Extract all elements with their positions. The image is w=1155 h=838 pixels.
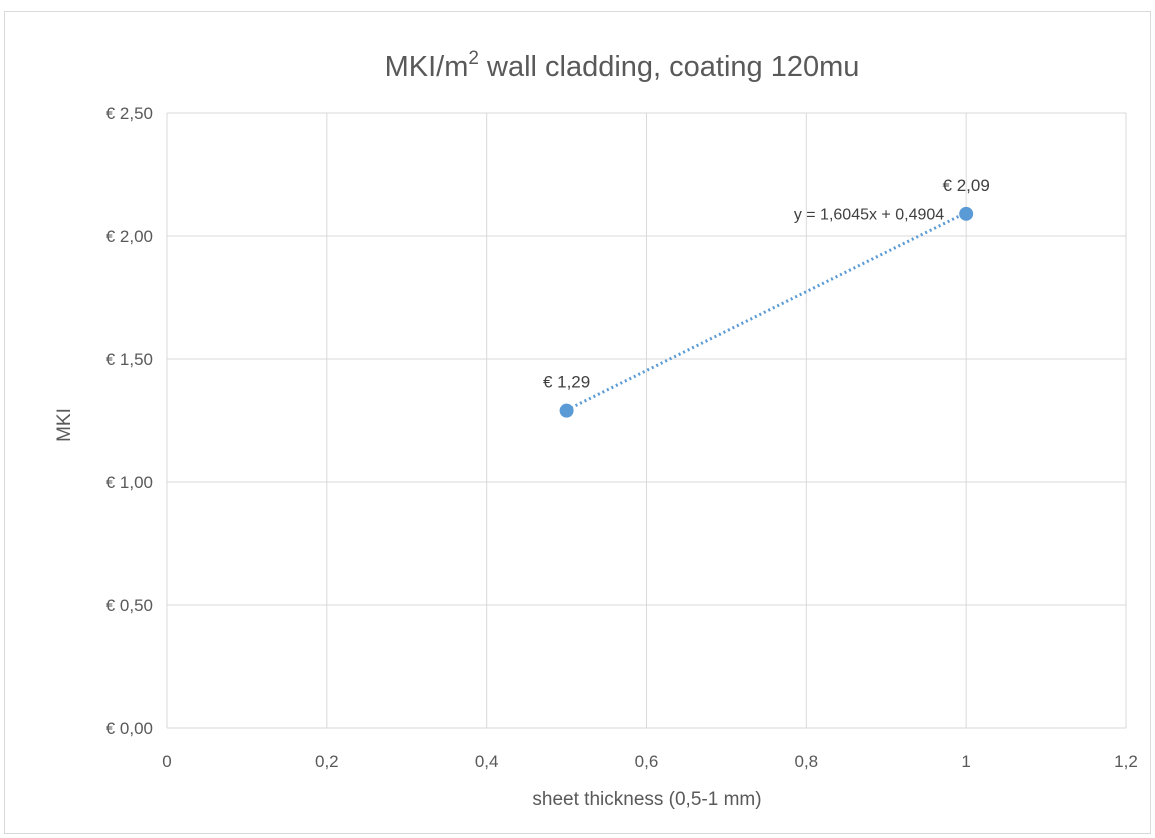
trendline-path bbox=[565, 211, 967, 412]
data-point bbox=[959, 206, 974, 221]
chart-frame bbox=[4, 11, 1151, 834]
y-axis-ticks: € 0,00 € 0,50 € 1,00 € 1,50 € 2,00 € 2,50 bbox=[106, 104, 153, 738]
gridlines bbox=[166, 112, 1127, 729]
y-tick-label: € 1,00 bbox=[106, 473, 153, 492]
x-tick-label: 0,2 bbox=[315, 752, 339, 771]
data-label: € 1,29 bbox=[543, 373, 590, 392]
x-tick-label: 1 bbox=[961, 752, 970, 771]
trendline: y = 1,6045x + 0,4904 bbox=[565, 207, 967, 412]
data-label: € 2,09 bbox=[943, 176, 990, 195]
y-tick-label: € 2,50 bbox=[106, 104, 153, 123]
y-axis-title: MKI bbox=[54, 408, 75, 442]
trendline-equation: y = 1,6045x + 0,4904 bbox=[794, 207, 944, 224]
x-axis-title: sheet thickness (0,5-1 mm) bbox=[532, 789, 761, 810]
y-tick-label: € 0,50 bbox=[106, 596, 153, 615]
y-tick-label: € 0,00 bbox=[106, 719, 153, 738]
x-tick-label: 0,8 bbox=[795, 752, 819, 771]
y-tick-label: € 2,00 bbox=[106, 227, 153, 246]
x-tick-label: 0,6 bbox=[635, 752, 659, 771]
x-tick-label: 0 bbox=[162, 752, 171, 771]
data-point bbox=[559, 403, 574, 418]
x-tick-label: 0,4 bbox=[475, 752, 499, 771]
x-axis-ticks: 0 0,2 0,4 0,6 0,8 1 1,2 bbox=[162, 752, 1138, 771]
chart-title: MKI/m2 wall cladding, coating 120mu bbox=[385, 48, 860, 83]
y-tick-label: € 1,50 bbox=[106, 350, 153, 369]
data-points: € 1,29 € 2,09 bbox=[543, 176, 990, 418]
x-tick-label: 1,2 bbox=[1114, 752, 1138, 771]
